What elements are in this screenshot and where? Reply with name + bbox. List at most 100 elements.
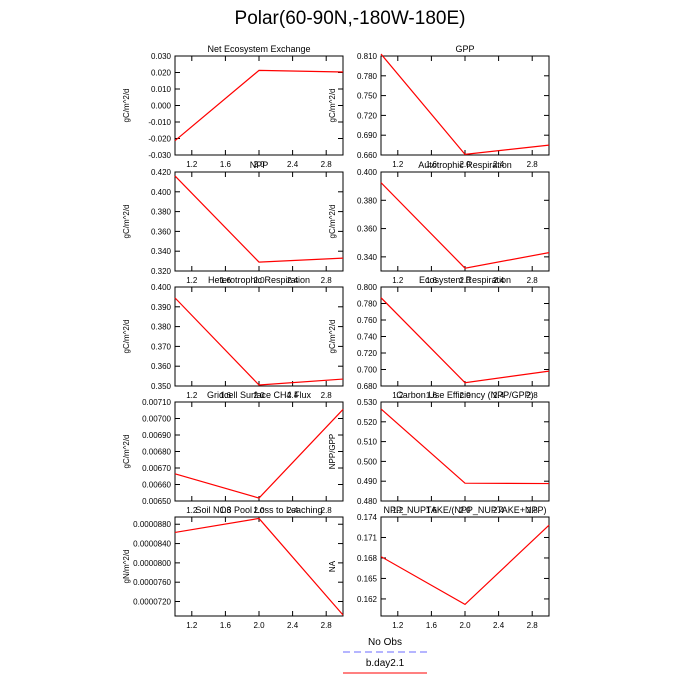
y-tick-label: 0.171	[357, 533, 378, 542]
x-tick-label: 1.6	[426, 160, 438, 169]
x-tick-label: 1.2	[186, 276, 198, 285]
x-tick-label: 2.0	[253, 160, 265, 169]
y-tick-label: 0.760	[357, 316, 378, 325]
y-axis-label: gC/m^2/d	[122, 89, 131, 123]
chart-panel-1: Net Ecosystem Exchange -0.030 -0.020 -0.010…	[122, 44, 344, 169]
y-tick-label: 0.660	[357, 151, 378, 160]
y-tick-label: -0.030	[148, 151, 171, 160]
x-tick-label: 1.6	[220, 391, 232, 400]
y-tick-label: 0.010	[151, 85, 172, 94]
y-tick-label: 0.00700	[142, 415, 171, 424]
panel-title: Ecosystem Respiration	[419, 275, 511, 285]
y-tick-label: 0.740	[357, 333, 378, 342]
y-tick-label: 0.420	[151, 168, 172, 177]
y-tick-label: 0.380	[151, 323, 172, 332]
y-tick-label: 0.0000800	[133, 559, 171, 568]
y-tick-label: 0.020	[151, 69, 172, 78]
y-axis-label: gC/m^2/d	[328, 89, 337, 123]
x-tick-label: 1.6	[220, 160, 232, 169]
x-tick-label: 2.4	[493, 276, 505, 285]
y-tick-label: 0.510	[357, 438, 378, 447]
y-axis-label: gC/m^2/d	[328, 320, 337, 354]
y-tick-label: -0.020	[148, 135, 171, 144]
plot-frame	[174, 401, 344, 502]
series-line	[380, 297, 550, 384]
y-tick-label: 0.680	[357, 382, 378, 391]
x-tick-label: 2.8	[527, 506, 539, 515]
legend: No Obs b.day2.1	[343, 637, 427, 674]
x-tick-label: 2.8	[527, 276, 539, 285]
y-axis-label: gC/m^2/d	[122, 435, 131, 469]
y-tick-label: 0.370	[151, 342, 172, 351]
y-tick-label: 0.400	[151, 283, 172, 292]
y-tick-label: 0.720	[357, 111, 378, 120]
chart-panel-10: NPP_NUPTAKE/(NPP_NUPTAKE+NPP) 0.162 0.165 0…	[328, 505, 550, 630]
chart-panel-6: Ecosystem Respiration 0.680 0.700 0.720 0.74…	[328, 275, 550, 400]
series-line	[174, 69, 344, 142]
page-title: Polar(60-90N,-180W-180E)	[234, 8, 466, 29]
x-tick-label: 2.4	[493, 506, 505, 515]
x-tick-label: 1.6	[220, 506, 232, 515]
x-tick-label: 2.0	[459, 506, 471, 515]
plot-frame	[174, 286, 344, 387]
y-tick-label: 0.030	[151, 52, 172, 61]
x-tick-label: 1.2	[392, 391, 404, 400]
x-tick-label: 2.8	[321, 621, 333, 630]
x-tick-label: 2.8	[527, 160, 539, 169]
series-line	[380, 182, 550, 269]
x-tick-label: 2.0	[459, 391, 471, 400]
legend-label: b.day2.1	[366, 658, 405, 669]
x-tick-label: 2.0	[253, 391, 265, 400]
plot-frame	[380, 55, 550, 156]
series-line	[380, 524, 550, 606]
series-line	[174, 409, 344, 499]
y-tick-label: 0.00690	[142, 431, 171, 440]
chart-panel-2: GPP 0.660 0.690 0.720 0.750 0.780 0.810 1.2 1.6 2…	[328, 44, 550, 169]
x-tick-label: 1.6	[426, 621, 438, 630]
panel-title: NPP	[250, 160, 269, 170]
y-tick-label: 0.400	[357, 168, 378, 177]
y-tick-label: 0.490	[357, 477, 378, 486]
legend-label: No Obs	[368, 637, 402, 648]
series-line	[174, 175, 344, 263]
chart-panel-3: NPP 0.320 0.340 0.360 0.380 0.400 0.420 1.2 1.6 2…	[122, 160, 344, 285]
y-tick-label: 0.750	[357, 92, 378, 101]
x-tick-label: 2.4	[287, 506, 299, 515]
y-tick-label: 0.400	[151, 188, 172, 197]
panel-title: Heterotrophic Respiration	[208, 275, 310, 285]
y-tick-label: 0.520	[357, 418, 378, 427]
plot-frame	[174, 171, 344, 272]
y-tick-label: 0.162	[357, 595, 378, 604]
x-tick-label: 2.4	[287, 391, 299, 400]
y-tick-label: 0.0000840	[133, 540, 171, 549]
y-tick-label: 0.700	[357, 366, 378, 375]
panel-title: NPP_NUPTAKE/(NPP_NUPTAKE+NPP)	[384, 505, 547, 515]
x-tick-label: 2.0	[253, 276, 265, 285]
y-tick-label: 0.380	[151, 208, 172, 217]
y-tick-label: 0.810	[357, 52, 378, 61]
y-tick-label: 0.168	[357, 554, 378, 563]
x-tick-label: 2.4	[287, 276, 299, 285]
chart-panel-5: Heterotrophic Respiration 0.350 0.360 0.370…	[122, 275, 344, 400]
x-tick-label: 1.6	[426, 276, 438, 285]
y-tick-label: 0.800	[357, 283, 378, 292]
plot-frame	[380, 171, 550, 272]
x-tick-label: 1.2	[186, 621, 198, 630]
y-axis-label: NPP/GPP	[328, 434, 337, 470]
x-tick-label: 2.8	[527, 621, 539, 630]
x-tick-label: 1.6	[220, 621, 232, 630]
panel-title: Gridcell Surface CH4 Flux	[207, 390, 312, 400]
y-axis-label: gC/m^2/d	[328, 205, 337, 239]
y-tick-label: 0.350	[151, 382, 172, 391]
y-tick-label: 0.00670	[142, 464, 171, 473]
plot-frame	[380, 516, 550, 617]
x-tick-label: 1.2	[186, 391, 198, 400]
y-tick-label: 0.500	[357, 457, 378, 466]
panel-title: GPP	[455, 44, 474, 54]
x-tick-label: 1.2	[186, 160, 198, 169]
y-tick-label: 0.360	[357, 225, 378, 234]
plot-frame	[380, 286, 550, 387]
x-tick-label: 2.4	[493, 160, 505, 169]
